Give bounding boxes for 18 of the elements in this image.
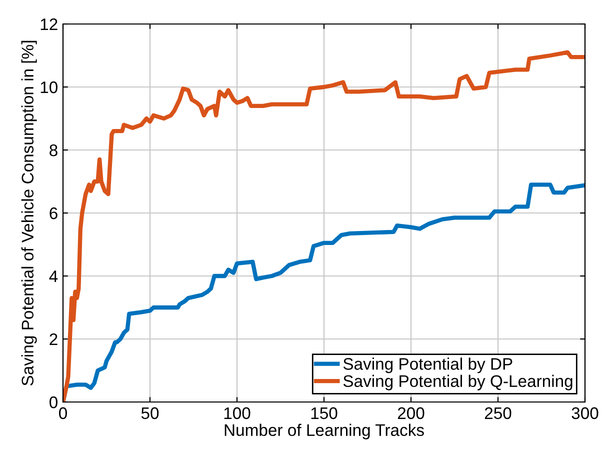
y-tick-label: 6 — [50, 207, 58, 220]
x-tick-label: 0 — [59, 407, 67, 420]
x-tick-label: 250 — [484, 407, 512, 420]
y-tick-label: 4 — [49, 270, 58, 282]
x-tick-label: 150 — [311, 407, 338, 420]
x-tick-label: 300 — [572, 407, 598, 420]
y-tick-label: 8 — [50, 144, 58, 156]
legend-label: Saving Potential by Q-Learning — [343, 374, 572, 390]
x-tick-label: 100 — [224, 407, 250, 420]
y-tick-label: 10 — [40, 81, 58, 94]
legend-label: Saving Potential by DP — [343, 358, 512, 374]
y-tick-label: 0 — [50, 396, 58, 408]
x-axis-title: Number of Learning Tracks — [224, 424, 424, 440]
x-tick-label: 200 — [398, 407, 424, 420]
y-tick-label: 2 — [50, 333, 58, 346]
y-tick-label: 12 — [40, 18, 58, 30]
x-tick-label: 50 — [141, 407, 159, 420]
y-axis-title: Saving Potential of Vehicle Consumption in [%] — [21, 40, 37, 386]
